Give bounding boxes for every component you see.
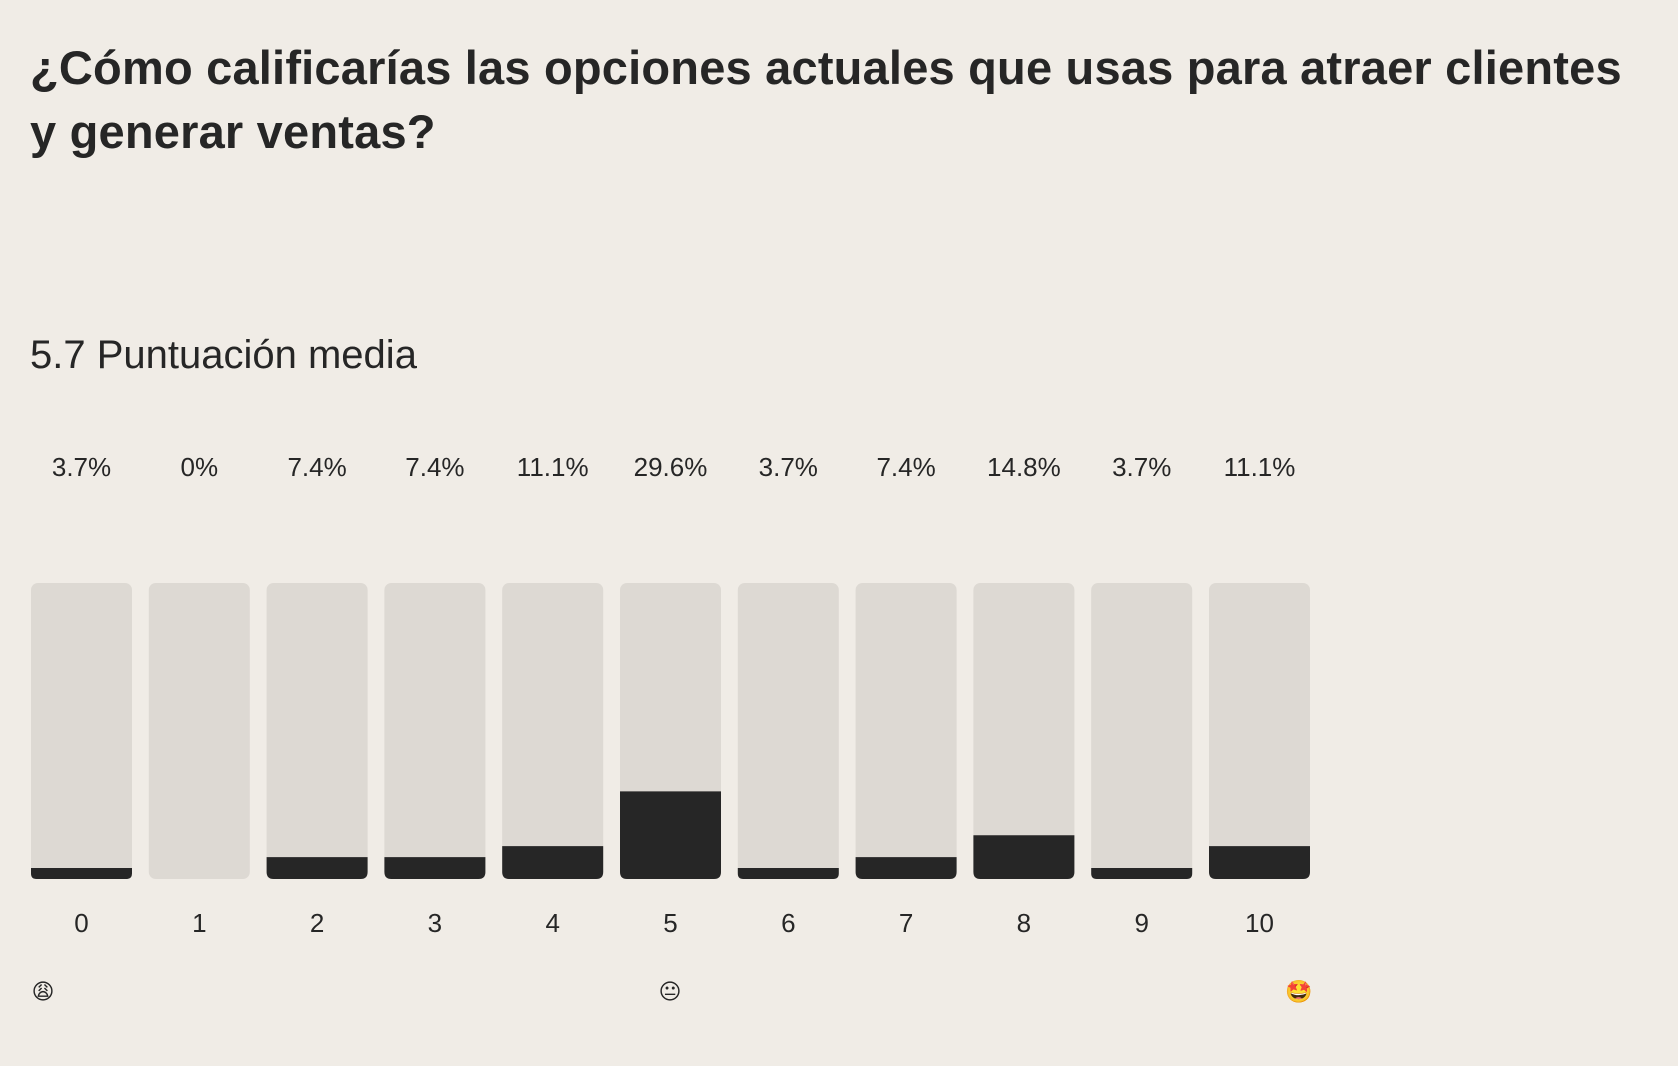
average-score: 5.7 Puntuación media xyxy=(30,333,417,377)
bar-fill xyxy=(620,791,721,879)
bar-track xyxy=(502,583,604,879)
bar-track xyxy=(1091,583,1193,879)
bar-fill xyxy=(31,868,132,879)
bar-group-2: 7.4% 2 xyxy=(266,452,368,938)
bar-group-0: 3.7% 0 xyxy=(31,452,132,938)
category-label: 10 xyxy=(1245,908,1274,938)
bar-group-5: 29.6% 5 xyxy=(620,452,721,938)
bar-fill xyxy=(384,857,486,879)
bar-fill xyxy=(502,846,604,879)
category-label: 3 xyxy=(428,908,442,938)
bar-group-10: 11.1% 10 xyxy=(1209,452,1310,938)
category-label: 9 xyxy=(1134,908,1148,938)
category-label: 7 xyxy=(899,908,913,938)
question-title: ¿Cómo calificarías las opciones actuales… xyxy=(30,41,1622,158)
bar-value-label: 3.7% xyxy=(1112,452,1171,482)
bar-fill xyxy=(1091,868,1193,879)
bar-value-label: 29.6% xyxy=(634,452,708,482)
category-label: 0 xyxy=(74,908,88,938)
bar-track xyxy=(1209,583,1310,879)
high-score-emoji-icon: 🤩 xyxy=(1285,979,1313,1004)
bar-group-4: 11.1% 4 xyxy=(502,452,604,938)
bar-track xyxy=(384,583,486,879)
bar-value-label: 0% xyxy=(181,452,219,482)
bar-value-label: 11.1% xyxy=(1224,452,1296,482)
category-label: 2 xyxy=(310,908,324,938)
bar-group-9: 3.7% 9 xyxy=(1091,452,1193,938)
bar-fill xyxy=(973,835,1075,879)
low-score-emoji-icon: 😩 xyxy=(31,979,55,1004)
bar-track xyxy=(148,583,250,879)
bar-group-7: 7.4% 7 xyxy=(855,452,957,938)
bar-group-8: 14.8% 8 xyxy=(973,452,1075,938)
bar-fill xyxy=(737,868,839,879)
bar-group-1: 0% 1 xyxy=(148,452,250,938)
bar-value-label: 3.7% xyxy=(52,452,111,482)
neutral-score-emoji-icon: 😐 xyxy=(658,979,682,1004)
category-label: 1 xyxy=(192,908,206,938)
bar-value-label: 3.7% xyxy=(759,452,818,482)
bar-fill xyxy=(855,857,957,879)
category-label: 4 xyxy=(545,908,559,938)
bar-value-label: 11.1% xyxy=(517,452,589,482)
bar-track xyxy=(855,583,957,879)
bar-value-label: 7.4% xyxy=(405,452,464,482)
bar-value-label: 14.8% xyxy=(987,452,1061,482)
bar-group-6: 3.7% 6 xyxy=(737,452,839,938)
bar-fill xyxy=(266,857,368,879)
bar-track xyxy=(737,583,839,879)
bar-value-label: 7.4% xyxy=(876,452,935,482)
bar-track xyxy=(31,583,132,879)
bar-value-label: 7.4% xyxy=(287,452,346,482)
bar-track xyxy=(266,583,368,879)
bar-track xyxy=(973,583,1075,879)
bar-fill xyxy=(1209,846,1310,879)
category-label: 6 xyxy=(781,908,795,938)
bar-group-3: 7.4% 3 xyxy=(384,452,486,938)
category-label: 8 xyxy=(1017,908,1031,938)
category-label: 5 xyxy=(663,908,677,938)
